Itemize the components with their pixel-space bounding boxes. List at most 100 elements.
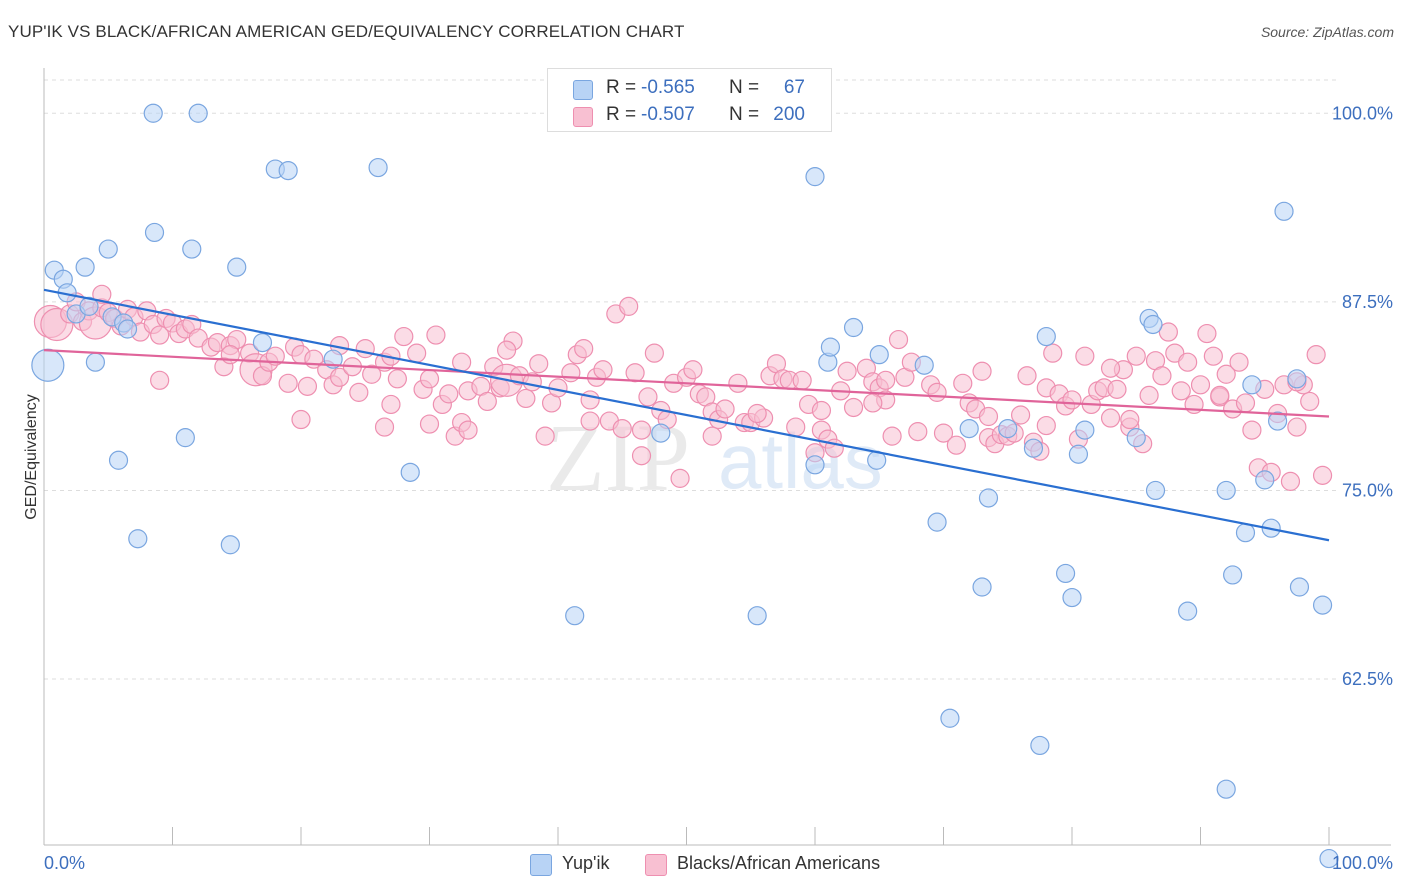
bottom-legend-label-blacks: Blacks/African Americans (677, 853, 881, 873)
data-point-yupik (914, 355, 934, 375)
data-point-yupik (1223, 565, 1243, 585)
data-point-yupik (651, 423, 671, 443)
data-point-blacks (1178, 352, 1198, 372)
data-point-yupik (927, 512, 947, 532)
data-point-blacks (927, 382, 947, 402)
data-point-yupik (805, 167, 825, 187)
data-point-blacks (1062, 390, 1082, 410)
legend-r-label: R = (606, 77, 637, 98)
bottom-legend-label-yupik: Yup'ik (562, 853, 610, 873)
data-point-blacks (978, 406, 999, 427)
x-tick-label: 100.0% (1332, 853, 1393, 873)
data-point-blacks (561, 363, 581, 383)
data-point-blacks (1171, 381, 1191, 401)
data-point-yupik (85, 352, 106, 372)
legend-swatch-yupik (573, 80, 593, 100)
data-point-yupik (108, 450, 129, 470)
data-point-yupik (1267, 411, 1288, 431)
data-point-yupik (998, 418, 1018, 439)
data-point-yupik (1312, 595, 1333, 615)
data-point-blacks (683, 360, 703, 380)
data-point-blacks (477, 391, 497, 412)
data-point-blacks (291, 409, 311, 430)
data-point-yupik (98, 239, 118, 259)
data-point-blacks (1139, 385, 1159, 405)
data-point-yupik (1068, 444, 1089, 464)
data-point-yupik (1062, 587, 1082, 608)
data-point-blacks (1120, 409, 1140, 430)
data-point-yupik (128, 529, 148, 549)
data-point-blacks (1100, 408, 1121, 428)
data-point-blacks (702, 426, 722, 446)
data-point-yupik (75, 257, 95, 277)
data-point-yupik (1216, 480, 1236, 501)
data-point-blacks (1287, 417, 1307, 437)
data-point-blacks (1036, 415, 1056, 436)
data-point-blacks (1312, 465, 1333, 485)
data-point-blacks (837, 361, 857, 381)
data-point-blacks (150, 325, 170, 345)
data-point-blacks (631, 446, 652, 466)
legend-r-value: -0.565 (641, 77, 695, 98)
data-point-blacks (349, 382, 369, 402)
data-point-blacks (407, 343, 427, 363)
data-point-blacks (529, 354, 549, 374)
data-point-blacks (452, 352, 472, 372)
data-point-blacks (1229, 352, 1249, 372)
data-point-blacks (278, 373, 298, 393)
data-point-blacks (394, 326, 414, 347)
legend-row-yupik: R = -0.565 N = 67 (548, 74, 831, 102)
chart-title: YUP'IK VS BLACK/AFRICAN AMERICAN GED/EQU… (8, 22, 685, 41)
data-point-yupik (1319, 848, 1339, 869)
x-tick-label: 0.0% (44, 853, 85, 873)
data-point-blacks (863, 393, 883, 413)
data-point-yupik (368, 157, 388, 178)
data-point-blacks (638, 387, 658, 407)
legend-row-blacks: R = -0.507 N = 200 (548, 101, 831, 129)
data-point-blacks (843, 397, 864, 418)
data-point-blacks (387, 369, 407, 389)
data-point-blacks (535, 426, 555, 446)
data-point-blacks (516, 388, 536, 409)
data-point-blacks (374, 417, 395, 437)
data-point-blacks (580, 411, 600, 431)
data-point-blacks (1017, 366, 1037, 386)
chart-source: Source: ZipAtlas.com (1260, 24, 1394, 40)
data-point-blacks (1210, 385, 1230, 405)
data-point-yupik (940, 708, 960, 728)
data-point-yupik (175, 428, 195, 448)
data-point-blacks (933, 423, 954, 443)
data-point-yupik (565, 606, 585, 626)
data-point-yupik (182, 239, 202, 259)
data-point-yupik (1289, 577, 1310, 597)
data-point-yupik (747, 606, 767, 626)
tick-labels: 62.5% 75.0% 87.5% 100.0% 0.0% 100.0% (44, 103, 1393, 873)
data-point-blacks (497, 340, 517, 360)
data-point-blacks (786, 417, 806, 437)
data-point-blacks (92, 284, 112, 304)
data-point-yupik (1216, 779, 1236, 799)
legend-n-label: N = (729, 77, 760, 98)
data-point-blacks (972, 361, 992, 381)
y-tick-label: 75.0% (1342, 480, 1393, 500)
data-point-yupik (220, 535, 240, 555)
data-point-yupik (978, 488, 999, 508)
data-point-blacks (1300, 391, 1320, 412)
data-point-blacks (1242, 420, 1262, 440)
data-point-yupik (972, 577, 992, 597)
y-tick-label: 100.0% (1332, 103, 1393, 123)
data-point-blacks (150, 370, 170, 390)
y-tick-label: 62.5% (1342, 669, 1393, 689)
legend-r-label: R = (606, 104, 637, 125)
data-point-yupik (843, 317, 864, 338)
data-point-blacks (574, 339, 594, 359)
legend-r-value: -0.507 (641, 104, 695, 125)
data-point-blacks (747, 403, 767, 424)
data-point-blacks (1075, 346, 1095, 366)
data-point-yupik (820, 337, 841, 357)
data-point-yupik (1145, 480, 1166, 501)
data-point-yupik (1143, 314, 1163, 335)
data-point-blacks (908, 422, 928, 442)
data-point-yupik (1178, 601, 1198, 621)
